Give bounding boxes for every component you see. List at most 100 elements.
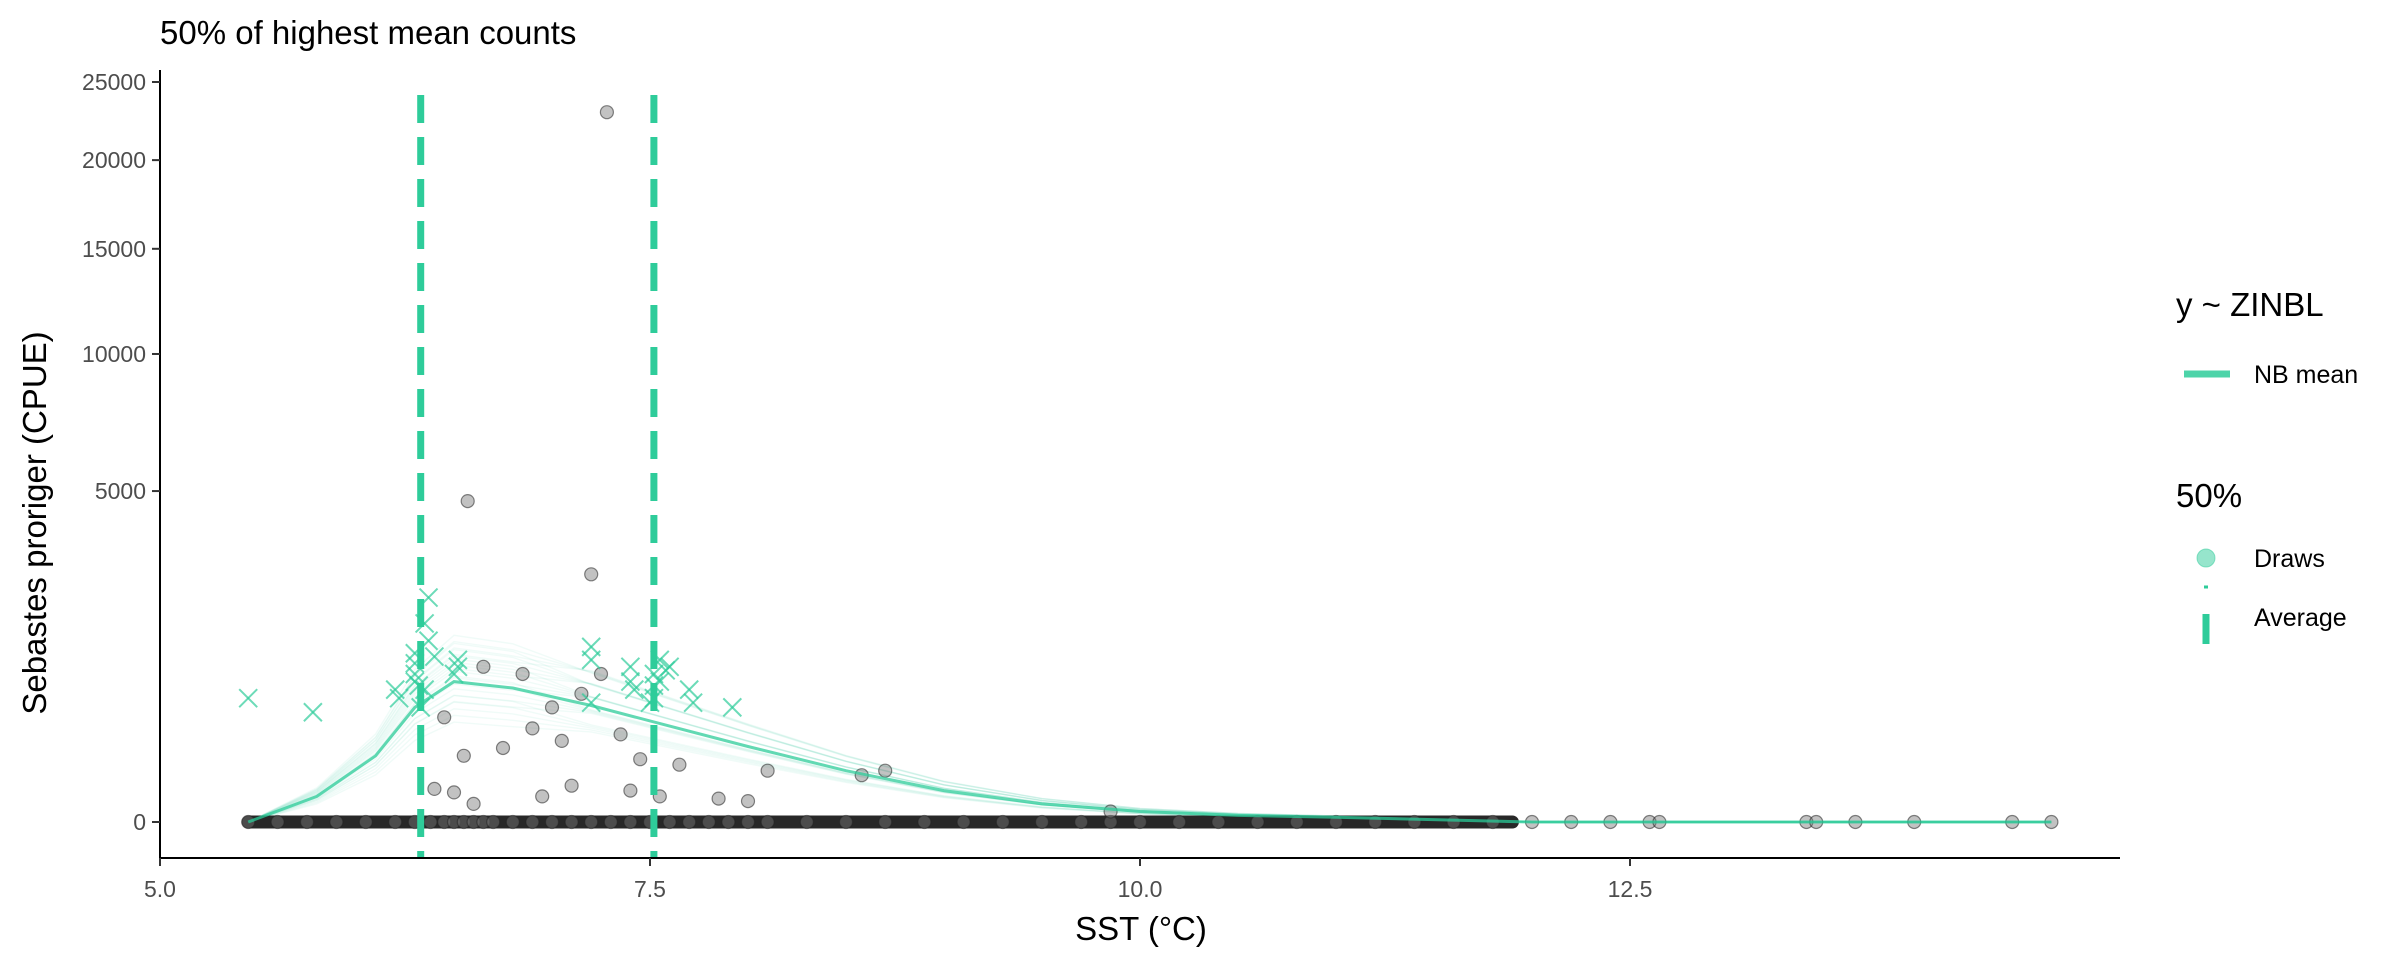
observed-point [329,814,344,830]
observed-point [623,783,638,798]
observed-point [623,814,638,830]
observed-point [1074,814,1089,830]
observed-point [760,814,775,830]
x-tick-label: 12.5 [1608,876,1653,902]
draw-cross-stroke [448,657,468,677]
draw-cross [448,650,468,670]
observed-point [603,814,618,830]
draw-cross [581,692,601,713]
draw-cross [389,688,409,708]
draw-cross-stroke [448,650,468,670]
draw-curve [247,676,2052,823]
draw-cross-stroke [624,679,645,700]
draw-curve [247,683,2052,823]
draw-curve [247,670,2052,823]
observed-point [995,814,1010,830]
draw-cross [448,657,468,677]
draw-cross [624,679,645,700]
draw-cross-stroke [620,657,641,677]
draw-cross-stroke [385,679,405,700]
observed-point [711,791,726,806]
draw-cross [659,657,680,677]
draw-cross-stroke [414,613,435,634]
y-tick-label: 15000 [82,236,146,262]
observed-point [466,796,481,812]
observed-point [525,814,540,830]
draw-curve [247,700,2052,823]
draw-cross [683,692,703,713]
chart-title: 50% of highest mean counts [160,14,576,51]
observed-point [544,700,560,715]
observed-point [525,721,540,736]
draw-cross [238,688,258,708]
legend-draws-label: Draws [2254,545,2325,573]
draw-curve [247,661,2052,823]
x-tick-label: 5.0 [144,876,176,902]
observed-point [437,710,452,725]
observed-point [535,789,550,804]
y-tick-label: 10000 [82,341,146,367]
observed-point [427,781,442,797]
draw-cross [722,697,743,718]
observed-point [633,752,648,767]
draw-cross [620,657,641,677]
observed-point [515,666,530,682]
observed-point [1211,814,1226,830]
observed-point [878,814,893,830]
draw-cross-stroke [389,688,409,708]
legend-percent: 50% Draws Average [2176,477,2347,644]
x-tick-label: 7.5 [634,876,666,902]
observed-point [1172,814,1187,830]
nb-mean-line [247,680,2052,824]
draw-curve [248,721,2052,823]
observed-point [917,814,932,830]
observed-point [466,814,481,830]
y-axis-title: Sebastes proriger (CPUE) [16,331,53,714]
observed-point [1407,814,1422,830]
draw-cross-stroke [424,646,445,667]
observed-point [460,494,475,509]
observed-point [584,567,599,582]
observed-point [682,814,697,830]
observed-point [599,105,615,120]
observed-point [740,793,756,809]
draw-cross [303,702,323,722]
draw-curve [247,708,2052,823]
observed-point [544,814,560,830]
legend-formula: y ~ ZINBL NB mean [2176,286,2358,389]
observed-point [476,659,491,674]
observed-point [799,814,814,830]
draw-cross-stroke [679,679,699,700]
draw-cross-stroke [238,688,258,708]
draw-cross-stroke [683,692,703,713]
x-axis-title: SST (°C) [1075,910,1207,947]
observed-point [760,763,775,778]
draw-curve [247,675,2052,823]
observed-point [672,757,687,772]
observed-point [446,785,462,800]
draw-curve [247,701,2052,823]
observed-point [1132,814,1148,830]
observed-point [584,814,599,830]
draw-cross [424,646,445,667]
observed-point [956,814,971,830]
observed-point [593,666,609,682]
observed-point [613,727,628,742]
observed-point [456,748,471,763]
observed-point [878,763,893,778]
draw-cross-stroke [722,697,743,718]
observed-point [446,814,462,830]
observed-point [1103,804,1118,819]
draw-cross-stroke [620,671,641,692]
draw-cross [679,679,699,700]
observed-point [701,814,716,830]
axes: 5.0 7.5 10.0 12.5 0 5000 10000 15000 20000 25000 [82,69,2120,902]
draw-curve [247,694,2052,823]
legend-nb-mean-label: NB mean [2254,361,2358,389]
legend-average-label: Average [2254,604,2347,632]
observed-point [476,814,491,830]
observed-point [486,814,501,830]
observed-point [554,733,569,749]
draw-curve [247,658,2052,823]
observed-point [1446,814,1461,830]
